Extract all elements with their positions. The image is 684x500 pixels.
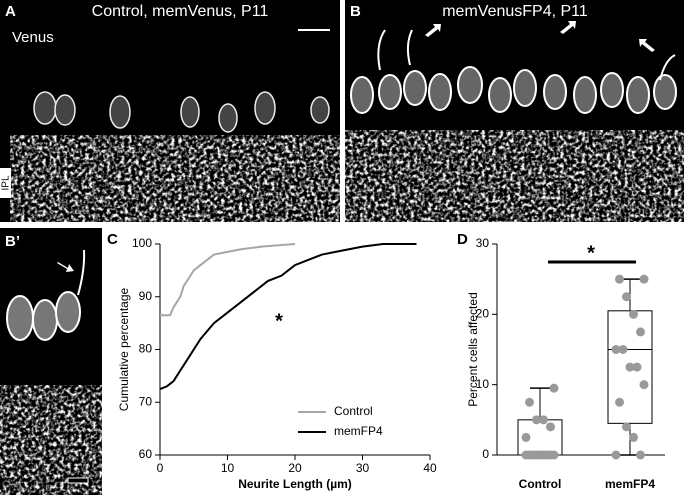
data-point <box>546 422 555 432</box>
panel-title: Control, memVenus, P11 <box>92 3 269 20</box>
box <box>607 310 653 424</box>
panel-letter: C <box>107 231 118 248</box>
line <box>160 243 296 317</box>
x-axis-label: Neurite Length (µm) <box>238 477 352 491</box>
legend-label: Control <box>334 404 373 418</box>
ipl-texture <box>10 135 340 222</box>
annotation: * <box>275 310 283 332</box>
data-point <box>611 450 621 460</box>
x-tick-label: 40 <box>423 461 437 475</box>
y-tick-label: 60 <box>139 447 153 461</box>
y-tick-label: 20 <box>476 307 490 321</box>
data-point <box>639 274 649 284</box>
data-point <box>622 292 631 302</box>
cell-bodies <box>350 66 677 114</box>
panel-title: memVenusFP4, P11 <box>442 3 588 20</box>
data-point <box>615 274 624 284</box>
data-point <box>535 450 545 460</box>
y-tick-label: 0 <box>482 447 489 461</box>
data-point <box>528 450 538 460</box>
panel-b: B memVenusFP4, P11 <box>345 0 684 222</box>
y-tick-label: 30 <box>476 236 490 250</box>
y-tick-label: 70 <box>139 394 153 408</box>
panel-b-prime: B’ <box>0 228 102 495</box>
panel-a: A Control, memVenus, P11 Venus IPL <box>0 0 340 222</box>
channel-label: Venus <box>12 29 54 46</box>
panel-letter: B <box>350 3 361 20</box>
data-point <box>636 327 645 337</box>
y-tick-label: 10 <box>476 377 490 391</box>
cell-bodies <box>6 291 81 341</box>
data-point <box>521 432 531 442</box>
data-point <box>532 415 541 425</box>
data-point <box>549 383 559 393</box>
data-point <box>622 422 631 432</box>
scale-bar <box>67 477 89 484</box>
y-tick-label: 80 <box>139 342 153 356</box>
annotation: * <box>587 242 595 264</box>
data-point <box>629 432 638 442</box>
data-point <box>542 450 552 460</box>
ipl-texture <box>0 385 102 495</box>
data-point <box>639 380 649 390</box>
x-tick-label: 30 <box>356 461 370 475</box>
data-point <box>549 450 559 460</box>
data-point <box>615 397 624 407</box>
neurites <box>377 29 676 81</box>
x-tick-label: 10 <box>221 461 235 475</box>
ipl-bracket <box>2 152 10 214</box>
y-tick-label: 90 <box>139 289 153 303</box>
data-point <box>525 397 534 407</box>
ipl-texture <box>345 130 684 222</box>
y-axis-label: Cumulative percentage <box>117 287 131 411</box>
data-point <box>618 345 628 354</box>
data-point <box>636 450 645 460</box>
y-tick-label: 100 <box>132 236 152 250</box>
cell-bodies <box>33 91 330 133</box>
layer-label: IPL <box>1 175 12 190</box>
y-axis-label: Percent cells affected <box>466 292 480 407</box>
x-tick-label: 0 <box>157 461 164 475</box>
arrows <box>425 21 655 52</box>
data-point <box>611 345 621 354</box>
panel-letter: A <box>5 3 16 20</box>
line <box>159 243 417 390</box>
panel-letter: B’ <box>5 233 20 250</box>
data-point <box>632 362 642 372</box>
data-point <box>629 309 638 319</box>
data-point <box>625 362 635 372</box>
x-tick-label: Control <box>519 477 562 491</box>
panel-letter: D <box>457 231 468 248</box>
x-tick-label: 20 <box>288 461 302 475</box>
x-tick-label: memFP4 <box>605 477 655 491</box>
data-point <box>539 415 548 425</box>
legend-label: memFP4 <box>334 424 383 438</box>
